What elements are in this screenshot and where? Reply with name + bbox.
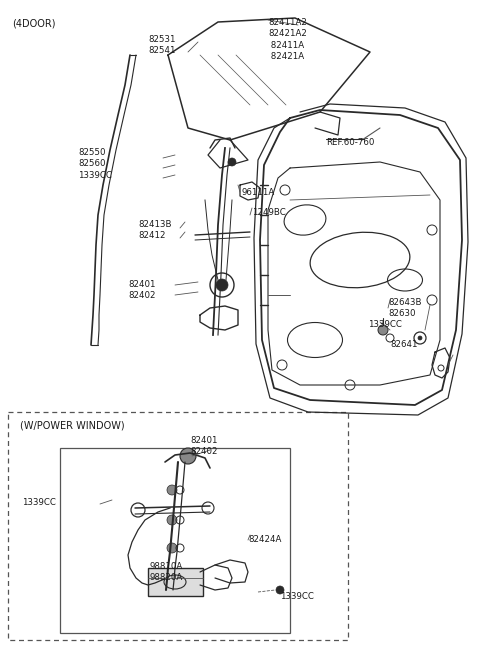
Circle shape [167,485,177,495]
Text: 82411A2
82421A2
 82411A
 82421A: 82411A2 82421A2 82411A 82421A [268,18,307,62]
Text: 82413B
82412: 82413B 82412 [138,220,171,240]
Text: 82641: 82641 [390,340,418,349]
Text: 96111A: 96111A [242,188,275,197]
Text: 1339CC: 1339CC [368,320,402,329]
Bar [8,412,348,640]
Bar [60,448,290,633]
Circle shape [276,586,284,594]
Text: 82531
82541: 82531 82541 [148,35,176,56]
Text: 82550
82560
1339CC: 82550 82560 1339CC [78,148,112,180]
Text: 1249BC: 1249BC [252,208,286,217]
Circle shape [228,158,236,166]
Text: 82643B
82630: 82643B 82630 [388,298,421,318]
Circle shape [180,448,196,464]
Bar [148,568,203,596]
Circle shape [418,336,422,340]
Text: 98810A
98820A: 98810A 98820A [150,562,183,582]
Circle shape [378,325,388,335]
Text: 82424A: 82424A [248,535,281,544]
Text: 82401
82402: 82401 82402 [128,280,156,301]
Text: 1339CC: 1339CC [280,592,314,601]
Text: REF.60-760: REF.60-760 [326,138,374,147]
Text: 1339CC: 1339CC [22,498,56,507]
Circle shape [167,543,177,553]
Text: (W/POWER WINDOW): (W/POWER WINDOW) [20,420,125,430]
Circle shape [216,279,228,291]
Text: 82401
82402: 82401 82402 [190,436,217,457]
Text: (4DOOR): (4DOOR) [12,18,56,28]
Circle shape [167,515,177,525]
